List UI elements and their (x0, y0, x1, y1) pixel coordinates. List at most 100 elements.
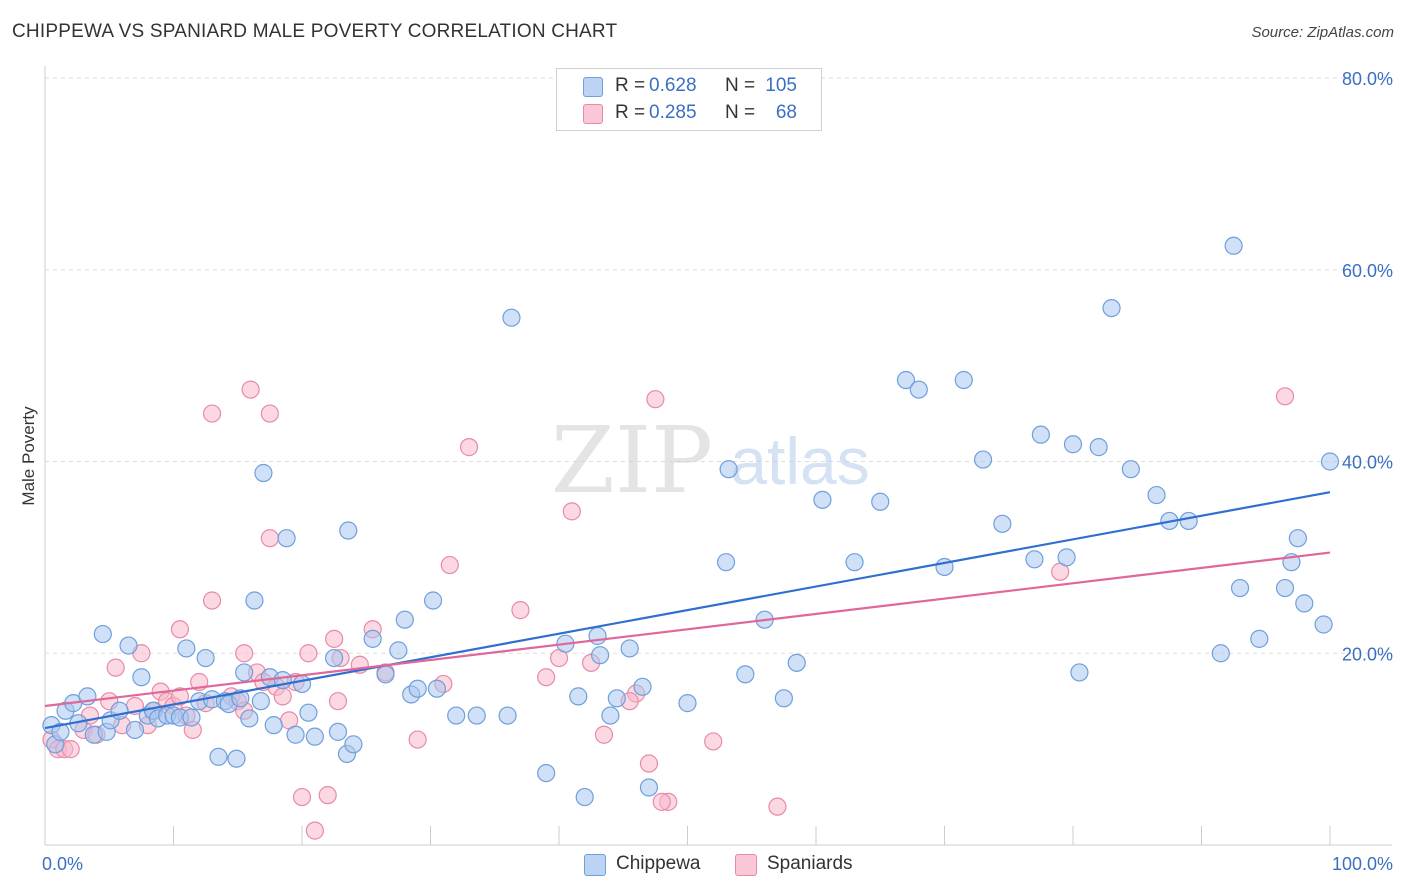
chippewa-point (427, 679, 447, 698)
chippewa-point (588, 626, 607, 646)
chippewa-point (51, 722, 70, 741)
chippewa-point (182, 708, 201, 727)
chippewa-point (254, 463, 273, 483)
spaniards-point (106, 658, 125, 677)
chippewa-point (286, 725, 305, 744)
spaniards-legend-swatch (735, 854, 757, 876)
y-tick-label: 40.0% (1342, 453, 1393, 473)
chippewa-point (119, 636, 138, 655)
chippewa-point (639, 778, 659, 797)
chippewa-point (339, 521, 358, 540)
chippewa-point (376, 665, 395, 684)
x-tick-label: 100.0% (1332, 854, 1393, 874)
spaniards-point (594, 725, 614, 744)
legend-n-label: N = (725, 75, 756, 96)
chippewa-point (736, 665, 755, 684)
chippewa-point (601, 706, 620, 725)
chippewa-point (264, 716, 283, 735)
chippewa-point (813, 490, 832, 509)
source-label: Source: ZipAtlas.com (1251, 24, 1394, 41)
spaniards-legend-label: Spaniards (767, 853, 853, 874)
chippewa-point (245, 591, 264, 610)
chippewa-point (909, 380, 928, 399)
y-tick-label: 20.0% (1342, 644, 1393, 664)
spaniards-swatch (583, 104, 603, 124)
chippewa-point (954, 370, 973, 390)
legend-r-label: R = (615, 75, 646, 96)
chippewa-point (1320, 452, 1340, 471)
watermark-atlas: atlas (730, 424, 869, 498)
chippewa-point (993, 514, 1012, 533)
x-tick-label: 0.0% (42, 854, 83, 874)
y-tick-label: 80.0% (1342, 69, 1393, 89)
chippewa-point (1057, 548, 1076, 567)
spaniards-point (768, 797, 787, 816)
spaniards-point (273, 687, 292, 706)
spaniards-point (639, 754, 659, 773)
chippewa-point (1147, 485, 1166, 505)
chippewa-point (177, 639, 196, 658)
chippewa-point (1063, 435, 1083, 454)
chippewa-point (235, 663, 254, 682)
chippewa-point (575, 787, 594, 807)
spaniards-point (646, 390, 665, 409)
spaniards-point (299, 644, 318, 663)
chippewa-point (292, 674, 312, 694)
tick-labels: 20.0% 40.0% 60.0% 80.0% 0.0% 100.0% (42, 69, 1393, 874)
spaniards-point (61, 740, 80, 759)
chippewa-point (1230, 578, 1250, 598)
spaniards-point (652, 792, 671, 811)
chippewa-point (344, 735, 363, 754)
chippewa-point (1025, 550, 1044, 569)
chippewa-point (251, 692, 270, 711)
gridlines (45, 77, 1392, 654)
chippewa-legend-label: Chippewa (616, 853, 701, 874)
chippewa-point (240, 709, 259, 728)
chippewa-trend-line (44, 491, 1331, 730)
legend-r-value: 0.285 (649, 102, 697, 123)
spaniards-point (305, 821, 324, 840)
chippewa-point (447, 706, 466, 725)
spaniards-point (408, 730, 427, 749)
chippewa-point (1295, 594, 1314, 613)
spaniards-point (235, 644, 254, 663)
chippewa-point (1224, 236, 1243, 255)
legend-n-value: 68 (775, 102, 797, 123)
chippewa-swatch (583, 77, 603, 97)
chippewa-point (328, 722, 348, 741)
legend-r-label: R = (615, 102, 646, 123)
chippewa-point (1089, 438, 1108, 457)
spaniards-point (511, 601, 530, 620)
spaniards-point (537, 668, 556, 687)
chippewa-point (196, 648, 215, 668)
legend-row-chippewa: R = 0.628 N = 105 (557, 73, 821, 99)
chippewa-point (209, 747, 228, 766)
chippewa-point (1211, 644, 1230, 663)
spaniards-point (170, 687, 190, 706)
chippewa-point (305, 727, 324, 746)
spaniards-point (241, 380, 260, 399)
chart-title: CHIPPEWA VS SPANIARD MALE POVERTY CORREL… (12, 21, 618, 42)
spaniards-point (260, 404, 279, 423)
spaniards-point (562, 502, 581, 521)
chippewa-point (467, 706, 486, 725)
chippewa-point (569, 687, 588, 706)
chippewa-point (423, 591, 443, 610)
chippewa-point (1121, 460, 1140, 479)
y-tick-label: 60.0% (1342, 261, 1393, 281)
chippewa-point (1250, 629, 1269, 648)
spaniards-point (328, 692, 348, 711)
spaniards-trend-line (44, 551, 1331, 708)
chippewa-point (1288, 529, 1307, 548)
chippewa-point (408, 679, 427, 698)
chippewa-point (1275, 578, 1295, 598)
chippewa-point (125, 720, 145, 740)
chippewa-point (591, 646, 610, 665)
legend-row-spaniards: R = 0.285 N = 68 (557, 100, 821, 126)
chippewa-point (845, 553, 864, 572)
chippewa-point (93, 624, 112, 644)
chippewa-point (1314, 615, 1333, 634)
chippewa-point (678, 694, 697, 713)
spaniards-point (325, 629, 344, 648)
